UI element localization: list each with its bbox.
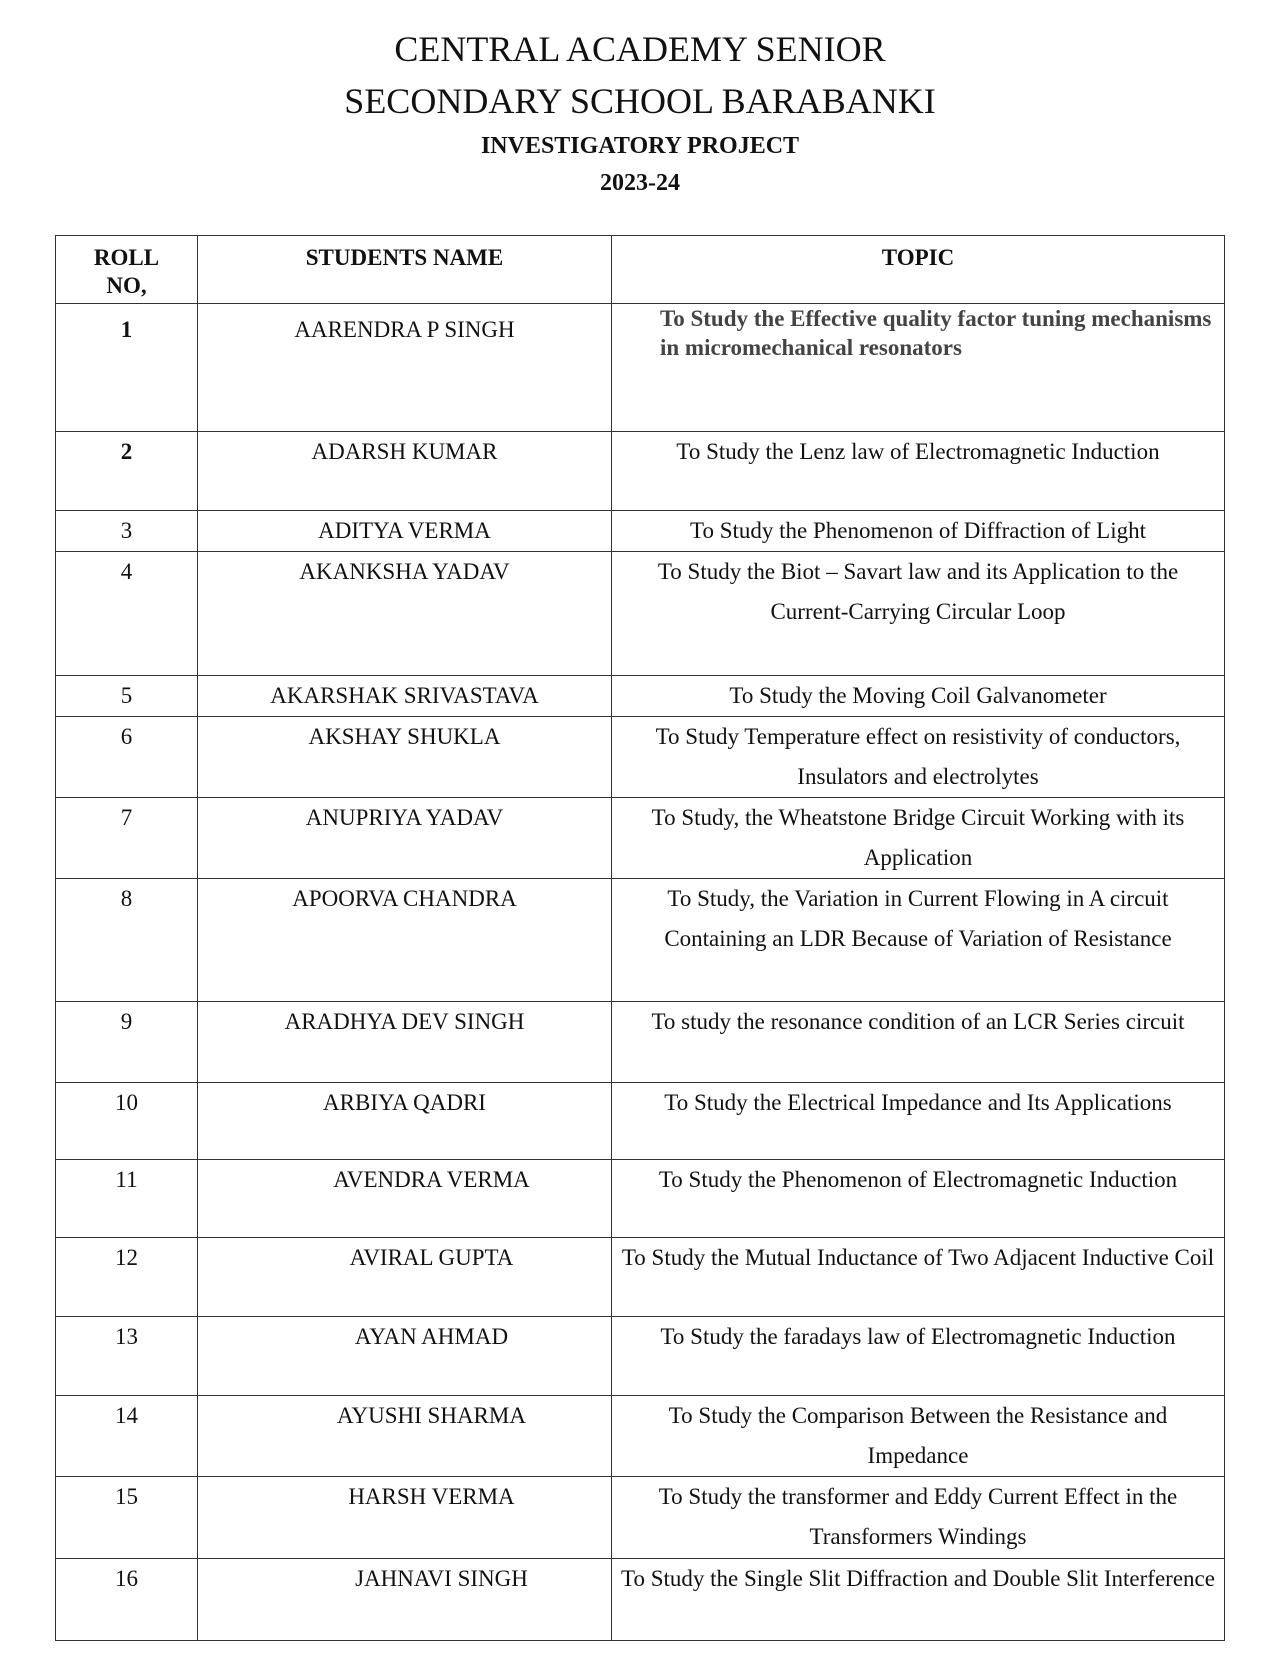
topic-cell: To Study the Mutual Inductance of Two Ad… — [611, 1237, 1225, 1317]
table-row: 13 AYAN AHMAD To Study the faradays law of… — [55, 1316, 1225, 1396]
student-name-cell: AKARSHAK SRIVASTAVA — [197, 675, 612, 717]
table-row: 16 JAHNAVI SINGH To Study the Single Slit … — [55, 1558, 1225, 1641]
student-name-cell: ARADHYA DEV SINGH — [197, 1001, 612, 1083]
student-name-cell: ADITYA VERMA — [197, 510, 612, 552]
table-row: 1 AARENDRA P SINGH To Study the Effective … — [55, 303, 1225, 432]
table-row: 14 AYUSHI SHARMA To Study the Comparison B… — [55, 1395, 1225, 1477]
student-name-cell: ANUPRIYA YADAV — [197, 797, 612, 879]
roll-cell: 14 — [55, 1395, 198, 1477]
topic-cell: To Study the transformer and Eddy Curren… — [611, 1476, 1225, 1559]
student-name-cell: AYUSHI SHARMA — [197, 1395, 612, 1477]
school-name-line1: CENTRAL ACADEMY SENIOR — [394, 29, 886, 69]
school-name-line2: SECONDARY SCHOOL BARABANKI — [344, 81, 936, 121]
column-header-name: STUDENTS NAME — [197, 235, 612, 304]
table-row: 8 APOORVA CHANDRA To Study, the Variation … — [55, 878, 1225, 1002]
column-header-roll: ROLL NO, — [55, 235, 198, 304]
roll-cell: 11 — [55, 1159, 198, 1238]
topic-cell: To Study, the Variation in Current Flowi… — [611, 878, 1225, 1002]
table-row: 12 AVIRAL GUPTA To Study the Mutual Induct… — [55, 1237, 1225, 1317]
student-name-cell: APOORVA CHANDRA — [197, 878, 612, 1002]
student-name-cell: ARBIYA QADRI — [197, 1082, 612, 1160]
topic-cell: To Study the Phenomenon of Diffraction o… — [611, 510, 1225, 552]
student-name-cell: AKSHAY SHUKLA — [197, 716, 612, 798]
roll-cell: 10 — [55, 1082, 198, 1160]
table-row: 5 AKARSHAK SRIVASTAVA To Study the Moving … — [55, 675, 1225, 717]
table-row: 15 HARSH VERMA To Study the transformer an… — [55, 1476, 1225, 1559]
topic-cell: To Study the Moving Coil Galvanometer — [611, 675, 1225, 717]
table-header-row: ROLL NO, STUDENTS NAME TOPIC — [55, 235, 1225, 304]
topic-cell: To Study the Comparison Between the Resi… — [611, 1395, 1225, 1477]
roll-cell: 8 — [55, 878, 198, 1002]
roll-cell: 2 — [55, 431, 198, 511]
student-name-cell: AYAN AHMAD — [197, 1316, 612, 1396]
roll-cell: 16 — [55, 1558, 198, 1641]
roll-cell: 13 — [55, 1316, 198, 1396]
topic-cell: To Study the Electrical Impedance and It… — [611, 1082, 1225, 1160]
table-row: 11 AVENDRA VERMA To Study the Phenomenon o… — [55, 1159, 1225, 1238]
academic-year: 2023-24 — [600, 170, 680, 196]
roll-cell: 7 — [55, 797, 198, 879]
student-name-cell: JAHNAVI SINGH — [197, 1558, 612, 1641]
roll-cell: 9 — [55, 1001, 198, 1083]
roll-cell: 4 — [55, 551, 198, 676]
student-name-cell: AKANKSHA YADAV — [197, 551, 612, 676]
topic-cell: To Study the Phenomenon of Electromagnet… — [611, 1159, 1225, 1238]
table-row: 4 AKANKSHA YADAV To Study the Biot – Savar… — [55, 551, 1225, 676]
column-header-topic: TOPIC — [611, 235, 1225, 304]
student-name-cell: AARENDRA P SINGH — [197, 303, 612, 432]
table-row: 10 ARBIYA QADRI To Study the Electrical Im… — [55, 1082, 1225, 1160]
student-name-cell: AVIRAL GUPTA — [197, 1237, 612, 1317]
topic-cell: To study the resonance condition of an L… — [611, 1001, 1225, 1083]
topic-cell: To Study the Biot – Savart law and its A… — [611, 551, 1225, 676]
roll-cell: 5 — [55, 675, 198, 717]
topic-cell: To Study the Single Slit Diffraction and… — [611, 1558, 1225, 1641]
table-row: 7 ANUPRIYA YADAV To Study, the Wheatstone … — [55, 797, 1225, 879]
student-name-cell: AVENDRA VERMA — [197, 1159, 612, 1238]
project-table: ROLL NO, STUDENTS NAME TOPIC 1 AARENDRA P… — [55, 235, 1225, 1641]
topic-cell: To Study the Lenz law of Electromagnetic… — [611, 431, 1225, 511]
roll-cell: 6 — [55, 716, 198, 798]
student-name-cell: ADARSH KUMAR — [197, 431, 612, 511]
table-row: 6 AKSHAY SHUKLA To Study Temperature effec… — [55, 716, 1225, 798]
roll-cell: 12 — [55, 1237, 198, 1317]
topic-cell: To Study Temperature effect on resistivi… — [611, 716, 1225, 798]
roll-cell: 1 — [55, 303, 198, 432]
topic-cell: To Study the faradays law of Electromagn… — [611, 1316, 1225, 1396]
student-name-cell: HARSH VERMA — [197, 1476, 612, 1559]
topic-cell: To Study, the Wheatstone Bridge Circuit … — [611, 797, 1225, 879]
roll-cell: 3 — [55, 510, 198, 552]
table-row: 9 ARADHYA DEV SINGH To study the resonance… — [55, 1001, 1225, 1083]
document-subtitle: INVESTIGATORY PROJECT — [480, 133, 800, 159]
table-row: 2 ADARSH KUMAR To Study the Lenz law of El… — [55, 431, 1225, 511]
table-row: 3 ADITYA VERMA To Study the Phenomenon of … — [55, 510, 1225, 552]
topic-cell: To Study the Effective quality factor tu… — [611, 303, 1225, 432]
roll-cell: 15 — [55, 1476, 198, 1559]
